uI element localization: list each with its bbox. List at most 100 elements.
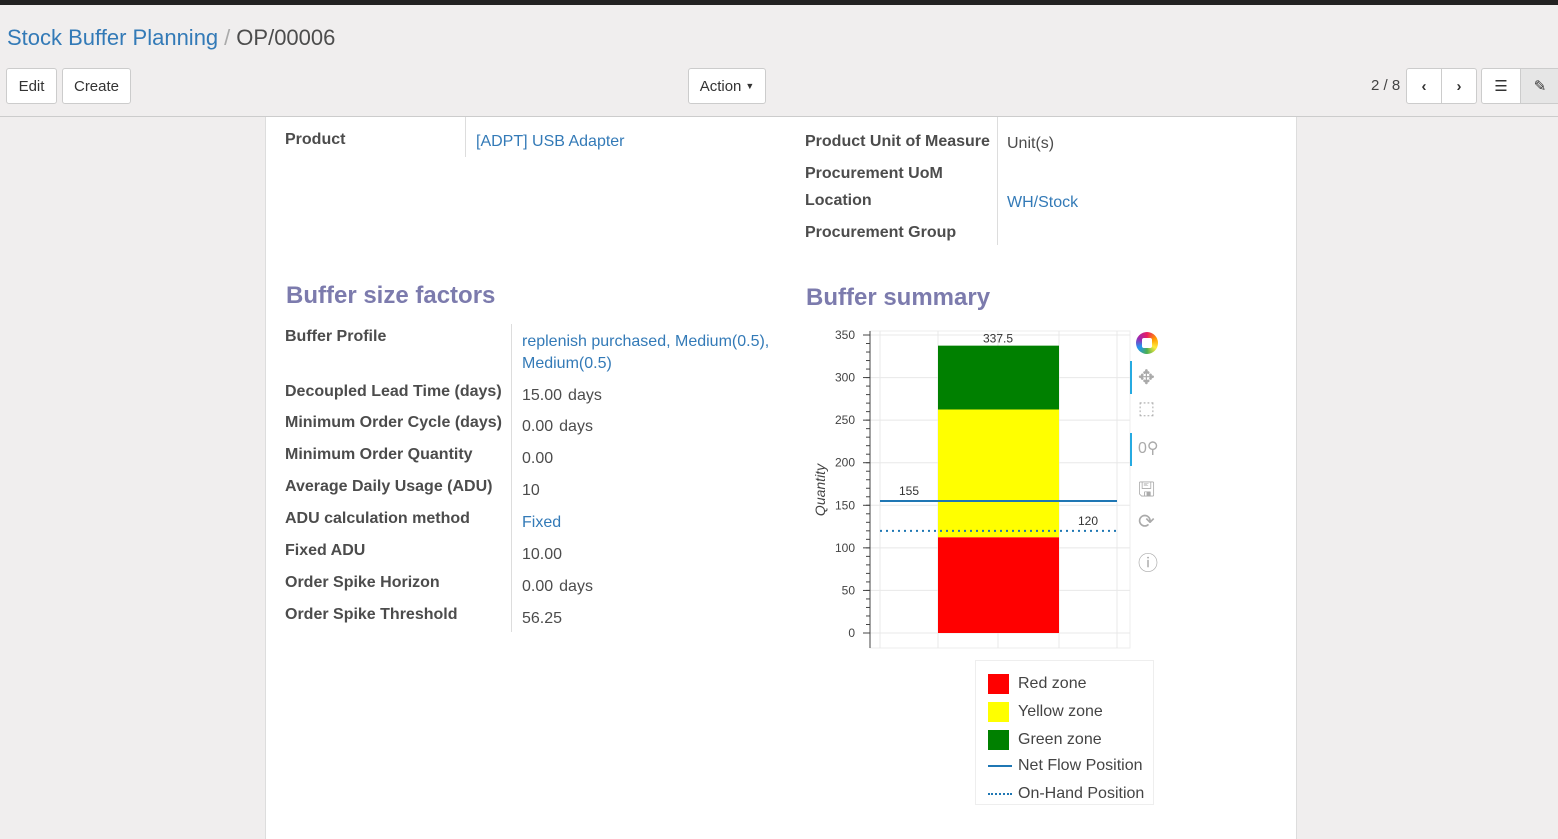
caret-down-icon: ▼ [745, 81, 755, 91]
pan-icon[interactable]: ✥ [1138, 367, 1155, 389]
chevron-left-icon: ‹ [1421, 77, 1427, 95]
y-tick-label: 50 [842, 583, 856, 597]
unit-text: days [568, 387, 602, 404]
bar-segment-red-zone [938, 537, 1059, 633]
factor-label: Buffer Profile [285, 328, 387, 345]
create-button[interactable]: Create [62, 68, 131, 104]
uom-value: Unit(s) [1007, 135, 1055, 152]
bokeh-logo[interactable] [1136, 332, 1158, 354]
product-link[interactable]: [ADPT] USB Adapter [476, 133, 625, 150]
dotted-line-swatch [988, 793, 1012, 795]
wheel-zoom-icon[interactable]: 0⚲ [1138, 440, 1159, 457]
legend-label: Red zone [1018, 675, 1087, 692]
location-label: Location [805, 192, 872, 209]
procurement-group-label: Procurement Group [805, 224, 957, 241]
legend-label: Yellow zone [1018, 703, 1103, 720]
line-label: 155 [899, 484, 919, 498]
value-text: 0.00 [522, 450, 554, 467]
factor-value: 0.00 days [522, 576, 593, 598]
yellow-swatch [988, 702, 1009, 722]
legend-item[interactable]: Green zone [988, 730, 1102, 750]
line-label: 120 [1078, 514, 1098, 528]
factor-label: ADU calculation method [285, 510, 470, 527]
legend-item[interactable]: Net Flow Position [988, 757, 1143, 775]
value-text: Fixed [522, 514, 562, 531]
action-dropdown[interactable]: Action ▼ [688, 68, 766, 104]
value-text: 56.25 [522, 610, 563, 627]
legend-label: Green zone [1018, 731, 1102, 748]
pager-previous-button[interactable]: ‹ [1406, 68, 1442, 104]
edit-button[interactable]: Edit [6, 68, 57, 104]
list-view-button[interactable]: ☰ [1481, 68, 1521, 104]
procurement-uom-label: Procurement UoM [805, 165, 943, 182]
bar-segment-green-zone [938, 345, 1059, 410]
factor-label: Order Spike Threshold [285, 606, 458, 623]
pager-next-button[interactable]: › [1441, 68, 1477, 104]
bar-label: 337.5 [983, 332, 1013, 346]
active-tool-marker [1130, 433, 1132, 466]
active-tool-marker [1130, 361, 1132, 394]
legend-label: Net Flow Position [1018, 757, 1143, 774]
value-text: 0.00 [522, 418, 554, 435]
value-text: 10.00 [522, 546, 563, 563]
legend-label: On-Hand Position [1018, 785, 1145, 802]
factor-value: 0.00 [522, 448, 553, 470]
value-text: 15.00 [522, 387, 563, 404]
factor-value: 0.00 days [522, 416, 593, 438]
factor-label: Order Spike Horizon [285, 574, 440, 591]
legend-item[interactable]: Red zone [988, 674, 1087, 694]
y-tick-label: 150 [835, 498, 855, 512]
control-panel: Stock Buffer Planning / OP/00006 Edit Crea… [0, 5, 1558, 117]
y-tick-label: 250 [835, 413, 855, 427]
factor-value: 15.00 days [522, 385, 602, 407]
form-view-button[interactable]: ✎ [1520, 68, 1558, 104]
factor-value: 10 [522, 480, 540, 502]
breadcrumb: Stock Buffer Planning / OP/00006 [7, 25, 335, 51]
factor-label: Fixed ADU [285, 542, 366, 559]
legend-item[interactable]: Yellow zone [988, 702, 1103, 722]
factor-label: Minimum Order Quantity [285, 446, 473, 463]
factor-label: Minimum Order Cycle (days) [285, 414, 502, 431]
legend-item[interactable]: On-Hand Position [988, 785, 1144, 803]
action-label: Action [699, 77, 742, 95]
divider [465, 117, 466, 157]
factor-value: 10.00 [522, 544, 562, 566]
pager-value: 2 / 8 [1371, 77, 1401, 94]
edit-form-icon: ✎ [1533, 78, 1547, 95]
top-navbar [0, 0, 1558, 5]
solid-line-swatch [988, 765, 1012, 767]
value-text: replenish purchased, Medium(0.5), Medium… [522, 333, 770, 372]
save-icon[interactable]: 🖫 [1138, 479, 1156, 501]
factor-label: Average Daily Usage (ADU) [285, 478, 493, 495]
product-label: Product [285, 131, 346, 148]
value-text: 0.00 [522, 578, 554, 595]
y-tick-label: 200 [835, 456, 855, 470]
y-tick-label: 300 [835, 371, 855, 385]
reset-icon[interactable]: ⟳ [1138, 511, 1155, 533]
uom-label: Product Unit of Measure [805, 133, 990, 150]
factor-value[interactable]: replenish purchased, Medium(0.5), Medium… [522, 331, 782, 375]
chevron-right-icon: › [1456, 77, 1462, 95]
breadcrumb-parent[interactable]: Stock Buffer Planning [7, 25, 219, 50]
green-swatch [988, 730, 1009, 750]
location-link[interactable]: WH/Stock [1007, 194, 1079, 211]
y-tick-label: 100 [835, 541, 855, 555]
factor-value: 56.25 [522, 608, 562, 630]
box-zoom-icon[interactable]: ⬚ [1138, 398, 1156, 418]
factor-value[interactable]: Fixed [522, 512, 561, 534]
value-text: 10 [522, 482, 540, 499]
y-tick-label: 0 [848, 626, 855, 640]
unit-text: days [559, 578, 593, 595]
buffer-size-factors-title: Buffer size factors [286, 282, 496, 309]
help-icon[interactable]: ⓘ [1138, 553, 1158, 575]
divider [511, 324, 512, 632]
divider [997, 117, 998, 245]
list-icon: ☰ [1494, 78, 1508, 95]
red-swatch [988, 674, 1009, 694]
chart-legend: Red zone Yellow zone Green zone Net Flow… [975, 660, 1154, 805]
buffer-summary-title: Buffer summary [806, 284, 991, 311]
breadcrumb-current: OP/00006 [236, 25, 336, 50]
y-axis-label: Quantity [812, 463, 828, 516]
buffer-chart[interactable]: 050100150200250300350Quantity112.5262.53… [805, 320, 1135, 655]
breadcrumb-separator: / [224, 25, 231, 50]
